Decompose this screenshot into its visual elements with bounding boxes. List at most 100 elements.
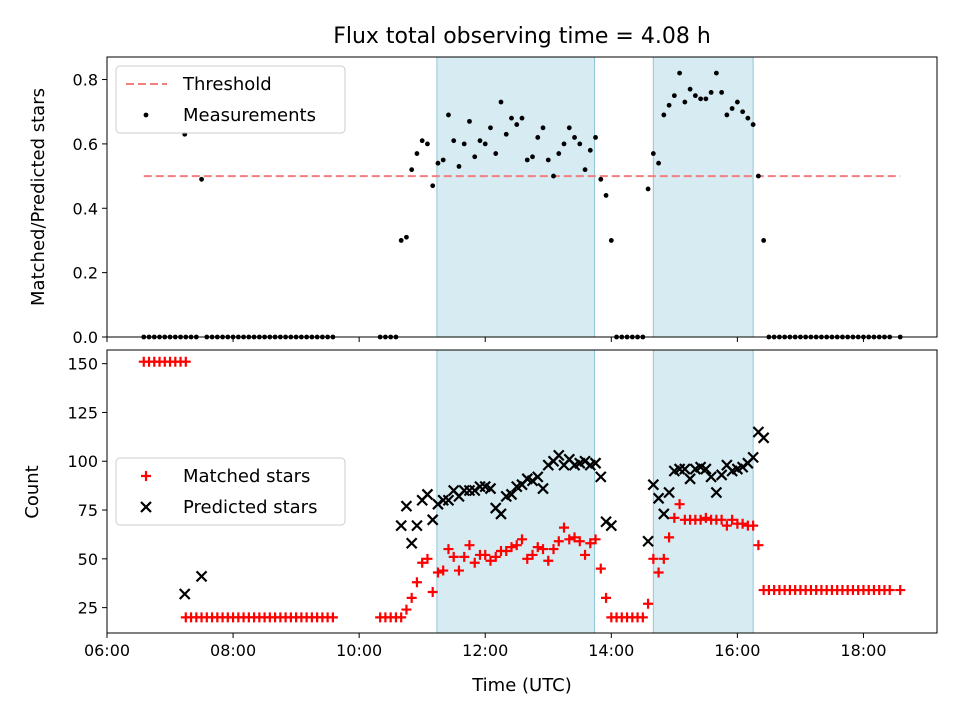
measurement-point [677, 70, 682, 76]
count-panel: 06:00 08:00 10:00 12:00 14:00 16:00 18:00 25 50… [22, 349, 938, 696]
measurement-point [598, 176, 604, 182]
legend-matched-swatch [141, 471, 151, 481]
matched-star-point [648, 553, 659, 564]
predicted-star-point [684, 473, 696, 485]
measurement-point [456, 164, 462, 169]
measurement-point [519, 115, 525, 121]
measurement-point [509, 115, 514, 121]
matched-star-point [417, 557, 428, 568]
legend-predicted-label: Predicted stars [183, 497, 317, 518]
predicted-star-point [505, 488, 518, 501]
measurement-point [650, 151, 656, 156]
chart-title: Flux total observing time = 4.08 h [333, 24, 711, 49]
matched-star-point [895, 585, 906, 596]
measurement-point [409, 167, 415, 173]
predicted-star-point [647, 478, 660, 491]
predicted-star-point [405, 537, 418, 549]
measurement-point [530, 154, 535, 160]
matched-star-point [406, 592, 417, 603]
matched-star-point [695, 514, 706, 525]
predicted-star-point [710, 486, 723, 499]
predicted-star-point [705, 471, 717, 483]
predicted-star-point [178, 588, 191, 600]
measurement-point [645, 186, 651, 192]
predicted-star-point [679, 463, 691, 475]
measurement-point [446, 112, 451, 118]
measurement-point [482, 141, 488, 147]
matched-star-point [490, 551, 501, 562]
matched-star-point [669, 512, 680, 523]
matched-star-point [884, 585, 895, 596]
x-tick-label: 14:00 [588, 641, 634, 660]
measurement-point [514, 122, 520, 127]
measurement-point [398, 238, 404, 243]
measurement-point [608, 238, 614, 243]
measurement-point [761, 238, 767, 243]
matched-star-point [448, 551, 459, 562]
predicted-star-point [757, 432, 770, 444]
x-tick-label: 08:00 [210, 641, 256, 660]
matched-star-point [674, 499, 685, 510]
matched-star-point [427, 587, 438, 598]
measurement-point [713, 70, 719, 76]
measurement-point [419, 138, 425, 144]
measurement-point [708, 90, 714, 95]
matched-star-point [585, 538, 596, 549]
matched-star-point [564, 534, 575, 545]
legend-box [115, 457, 346, 526]
predicted-star-point [442, 494, 455, 507]
measurement-point [687, 86, 693, 92]
matched-star-point [485, 555, 496, 566]
measurement-point [404, 234, 409, 240]
measurement-point [671, 93, 677, 99]
count-y-axis-label: Count [22, 465, 43, 518]
measurement-point [734, 99, 740, 105]
matched-star-point [637, 612, 648, 623]
measurement-point [498, 99, 504, 105]
ratio-legend: Threshold Measurements [115, 65, 346, 134]
predicted-star-point [195, 570, 208, 583]
legend-measurement-swatch [143, 112, 149, 118]
legend-predicted-swatch [140, 501, 152, 513]
measurement-point [556, 151, 562, 156]
predicted-star-point [552, 449, 565, 462]
predicted-star-point [421, 488, 434, 501]
x-tick-label: 18:00 [840, 641, 886, 660]
y-tick-label: 125 [67, 403, 98, 422]
matched-star-point [700, 512, 711, 523]
measurement-point [755, 173, 761, 179]
measurement-point [440, 157, 446, 163]
legend-box [115, 65, 346, 134]
measurement-point [577, 141, 583, 147]
matched-star-point [501, 546, 512, 557]
measurement-point [566, 125, 572, 131]
matched-star-point [532, 542, 543, 553]
measurement-point [719, 90, 725, 95]
measurement-point [582, 167, 588, 173]
matched-star-point [469, 557, 480, 568]
measurement-point [703, 96, 709, 102]
measurement-point [661, 112, 667, 118]
matched-star-point [527, 549, 538, 560]
measurement-point [435, 160, 441, 166]
matched-star-point [653, 567, 664, 578]
measurement-point [740, 109, 746, 115]
matched-star-point [517, 534, 527, 545]
predicted-star-point [531, 471, 544, 483]
matched-star-point [422, 553, 433, 564]
matched-star-point [543, 555, 554, 566]
predicted-star-point [605, 519, 618, 532]
y-tick-label: 0.4 [73, 199, 98, 218]
measurement-point [467, 118, 472, 124]
measurement-point [540, 125, 546, 131]
measurement-point [545, 157, 551, 163]
x-tick-label: 16:00 [714, 641, 760, 660]
y-tick-label: 0.8 [73, 71, 98, 90]
y-tick-label: 0.0 [73, 328, 98, 347]
matched-star-point [432, 567, 443, 578]
predicted-star-point [700, 463, 712, 475]
measurement-point [729, 106, 735, 111]
measurement-point [535, 135, 541, 140]
ratio-panel-frame [106, 56, 938, 338]
matched-star-point [443, 544, 454, 555]
